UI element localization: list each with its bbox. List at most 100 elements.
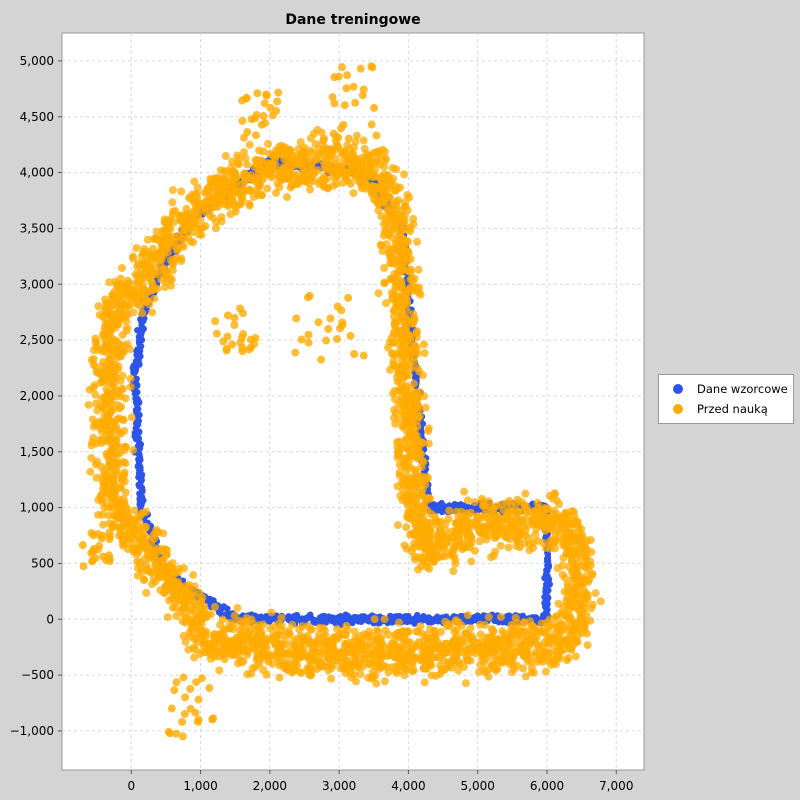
data-point-przed-nauka xyxy=(219,650,228,659)
data-point-przed-nauka xyxy=(235,154,244,163)
data-point-przed-nauka xyxy=(421,403,430,412)
data-point-przed-nauka xyxy=(404,627,413,636)
data-point-przed-nauka xyxy=(189,571,198,580)
data-point-przed-nauka xyxy=(394,268,403,277)
data-point-przed-nauka xyxy=(477,494,486,503)
data-point-przed-nauka xyxy=(140,539,149,548)
data-point-przed-nauka xyxy=(255,659,264,668)
data-point-dane-wzorcowe xyxy=(451,501,458,508)
data-point-przed-nauka xyxy=(404,462,413,471)
data-point-przed-nauka xyxy=(420,340,429,349)
data-point-przed-nauka xyxy=(403,191,412,200)
data-point-przed-nauka xyxy=(423,524,432,533)
data-point-przed-nauka xyxy=(413,364,422,373)
data-point-przed-nauka xyxy=(505,496,514,505)
data-point-przed-nauka xyxy=(171,592,180,601)
data-point-przed-nauka xyxy=(110,382,119,391)
data-point-przed-nauka xyxy=(408,490,417,499)
data-point-przed-nauka xyxy=(415,283,424,292)
data-point-przed-nauka xyxy=(511,613,520,622)
data-point-przed-nauka xyxy=(377,638,386,647)
data-point-przed-nauka xyxy=(420,349,429,358)
data-point-przed-nauka xyxy=(121,442,130,451)
data-point-przed-nauka xyxy=(259,666,268,675)
data-point-dane-wzorcowe xyxy=(137,316,144,323)
data-point-przed-nauka xyxy=(402,523,411,532)
data-point-przed-nauka xyxy=(419,507,428,516)
data-point-przed-nauka xyxy=(197,596,206,605)
data-point-przed-nauka xyxy=(298,622,307,631)
data-point-przed-nauka xyxy=(252,173,261,182)
data-point-przed-nauka xyxy=(185,193,194,202)
data-point-przed-nauka xyxy=(400,170,409,179)
data-point-przed-nauka xyxy=(182,204,191,213)
data-point-przed-nauka xyxy=(308,170,317,179)
data-point-przed-nauka xyxy=(412,627,421,636)
data-point-przed-nauka xyxy=(418,456,427,465)
data-point-przed-nauka xyxy=(93,418,102,427)
data-point-przed-nauka xyxy=(538,627,547,636)
data-point-przed-nauka xyxy=(233,603,242,612)
data-point-przed-nauka xyxy=(503,657,512,666)
data-point-przed-nauka xyxy=(177,225,186,234)
data-point-przed-nauka xyxy=(303,664,312,673)
data-point-przed-nauka xyxy=(359,136,368,145)
data-point-przed-nauka xyxy=(296,643,305,652)
data-point-przed-nauka xyxy=(564,653,573,662)
data-point-przed-nauka xyxy=(307,625,316,634)
data-point-przed-nauka xyxy=(480,666,489,675)
data-point-przed-nauka xyxy=(150,534,159,543)
data-point-przed-nauka xyxy=(374,289,383,298)
data-point-przed-nauka xyxy=(218,615,227,624)
data-point-przed-nauka xyxy=(196,649,205,658)
data-point-przed-nauka xyxy=(134,545,143,554)
data-point-przed-nauka xyxy=(276,173,285,182)
data-point-przed-nauka xyxy=(337,149,346,158)
data-point-przed-nauka xyxy=(466,656,475,665)
data-point-przed-nauka xyxy=(551,530,560,539)
data-point-dane-wzorcowe xyxy=(546,580,553,588)
data-point-przed-nauka xyxy=(189,207,198,216)
data-point-przed-nauka xyxy=(197,230,206,239)
data-point-przed-nauka xyxy=(508,521,517,530)
data-point-przed-nauka xyxy=(397,333,406,342)
data-point-przed-nauka xyxy=(259,620,268,629)
data-point-przed-nauka xyxy=(86,467,95,476)
data-point-przed-nauka xyxy=(413,528,422,537)
data-point-przed-nauka xyxy=(396,231,405,240)
data-point-przed-nauka xyxy=(107,474,116,483)
data-point-przed-nauka xyxy=(114,499,123,508)
data-point-przed-nauka xyxy=(231,173,240,182)
data-point-przed-nauka xyxy=(117,483,126,492)
data-point-przed-nauka xyxy=(94,346,103,355)
data-point-przed-nauka xyxy=(467,533,476,542)
data-point-przed-nauka xyxy=(251,156,260,165)
data-point-przed-nauka xyxy=(117,385,126,394)
data-point-przed-nauka xyxy=(455,533,464,542)
data-point-przed-nauka xyxy=(391,276,400,285)
data-point-przed-nauka xyxy=(409,220,418,229)
data-point-przed-nauka xyxy=(405,332,414,341)
data-point-przed-nauka xyxy=(327,168,336,177)
data-point-przed-nauka xyxy=(283,193,292,202)
data-point-przed-nauka xyxy=(111,360,120,369)
data-point-przed-nauka xyxy=(368,190,377,199)
data-point-przed-nauka xyxy=(502,511,511,520)
data-point-przed-nauka xyxy=(341,669,350,678)
data-point-przed-nauka xyxy=(89,383,98,392)
data-point-przed-nauka xyxy=(206,650,215,659)
data-point-przed-nauka xyxy=(556,619,565,628)
data-point-przed-nauka xyxy=(424,424,433,433)
data-point-przed-nauka xyxy=(497,612,506,621)
data-point-przed-nauka xyxy=(317,128,326,137)
data-point-przed-nauka xyxy=(574,559,583,568)
data-point-przed-nauka xyxy=(491,547,500,556)
data-point-przed-nauka xyxy=(445,506,454,515)
data-point-przed-nauka xyxy=(93,406,102,415)
data-point-przed-nauka xyxy=(400,541,409,550)
data-point-przed-nauka xyxy=(104,435,113,444)
data-point-przed-nauka xyxy=(375,183,384,192)
data-point-przed-nauka xyxy=(264,139,273,148)
data-point-przed-nauka xyxy=(153,528,162,537)
